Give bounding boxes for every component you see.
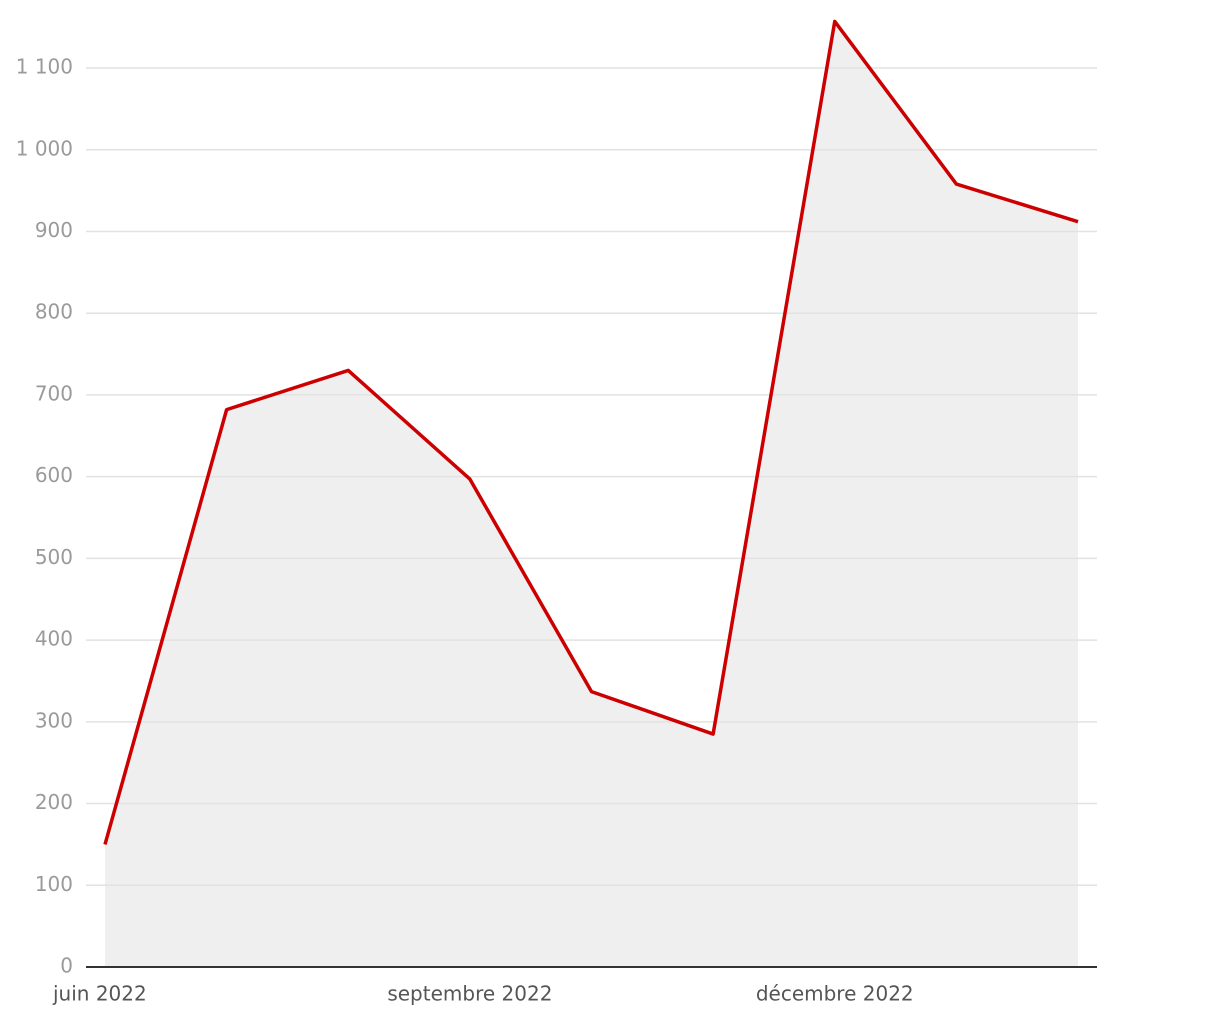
y-tick-label: 400 bbox=[35, 627, 73, 651]
x-tick-label: juin 2022 bbox=[52, 982, 147, 1006]
y-tick-label: 900 bbox=[35, 218, 73, 242]
y-tick-label: 1 100 bbox=[16, 55, 73, 79]
x-tick-label: décembre 2022 bbox=[756, 982, 914, 1006]
x-tick-label: septembre 2022 bbox=[387, 982, 552, 1006]
y-tick-label: 100 bbox=[35, 872, 73, 896]
y-tick-label: 600 bbox=[35, 463, 73, 487]
y-tick-label: 700 bbox=[35, 381, 73, 405]
line bbox=[103, 19, 1079, 845]
y-tick-label: 500 bbox=[35, 545, 73, 569]
y-tick-label: 0 bbox=[60, 954, 73, 978]
y-tick-label: 200 bbox=[35, 790, 73, 814]
y-tick-label: 1 000 bbox=[16, 136, 73, 160]
y-tick-label: 800 bbox=[35, 300, 73, 324]
y-tick-label: 300 bbox=[35, 708, 73, 732]
area bbox=[105, 21, 1078, 968]
